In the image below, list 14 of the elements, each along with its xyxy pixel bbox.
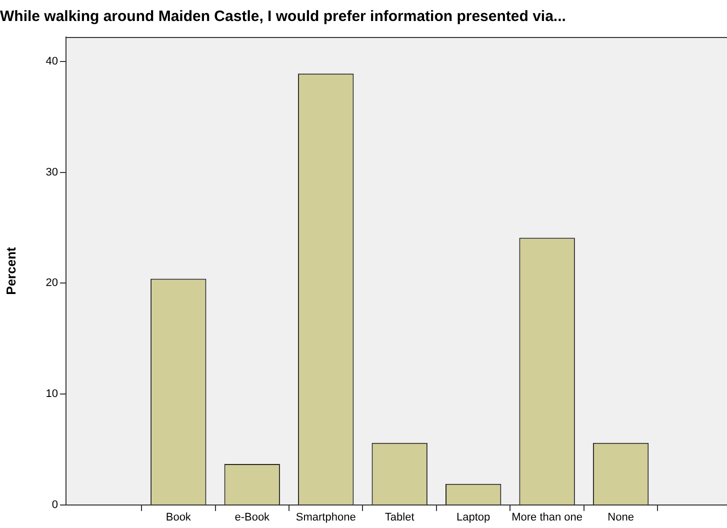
y-tick-label: 20 [46,277,58,290]
y-axis-title: Percent [3,246,18,295]
x-tick-label: e-Book [234,512,270,524]
x-tick-label: Book [166,512,192,524]
y-tick-label: 40 [46,55,58,68]
x-tick-label: More than one [512,512,583,524]
x-tick-label: None [608,512,634,524]
y-tick-label: 0 [52,499,58,512]
y-tick-label: 30 [46,166,58,178]
x-tick-label: Laptop [456,512,490,524]
x-tick-label: Smartphone [296,512,356,524]
chart-title: While walking around Maiden Castle, I would prefer information presented via... [0,8,566,26]
y-tick-label: 10 [46,388,58,400]
x-tick-label: Tablet [384,512,414,524]
